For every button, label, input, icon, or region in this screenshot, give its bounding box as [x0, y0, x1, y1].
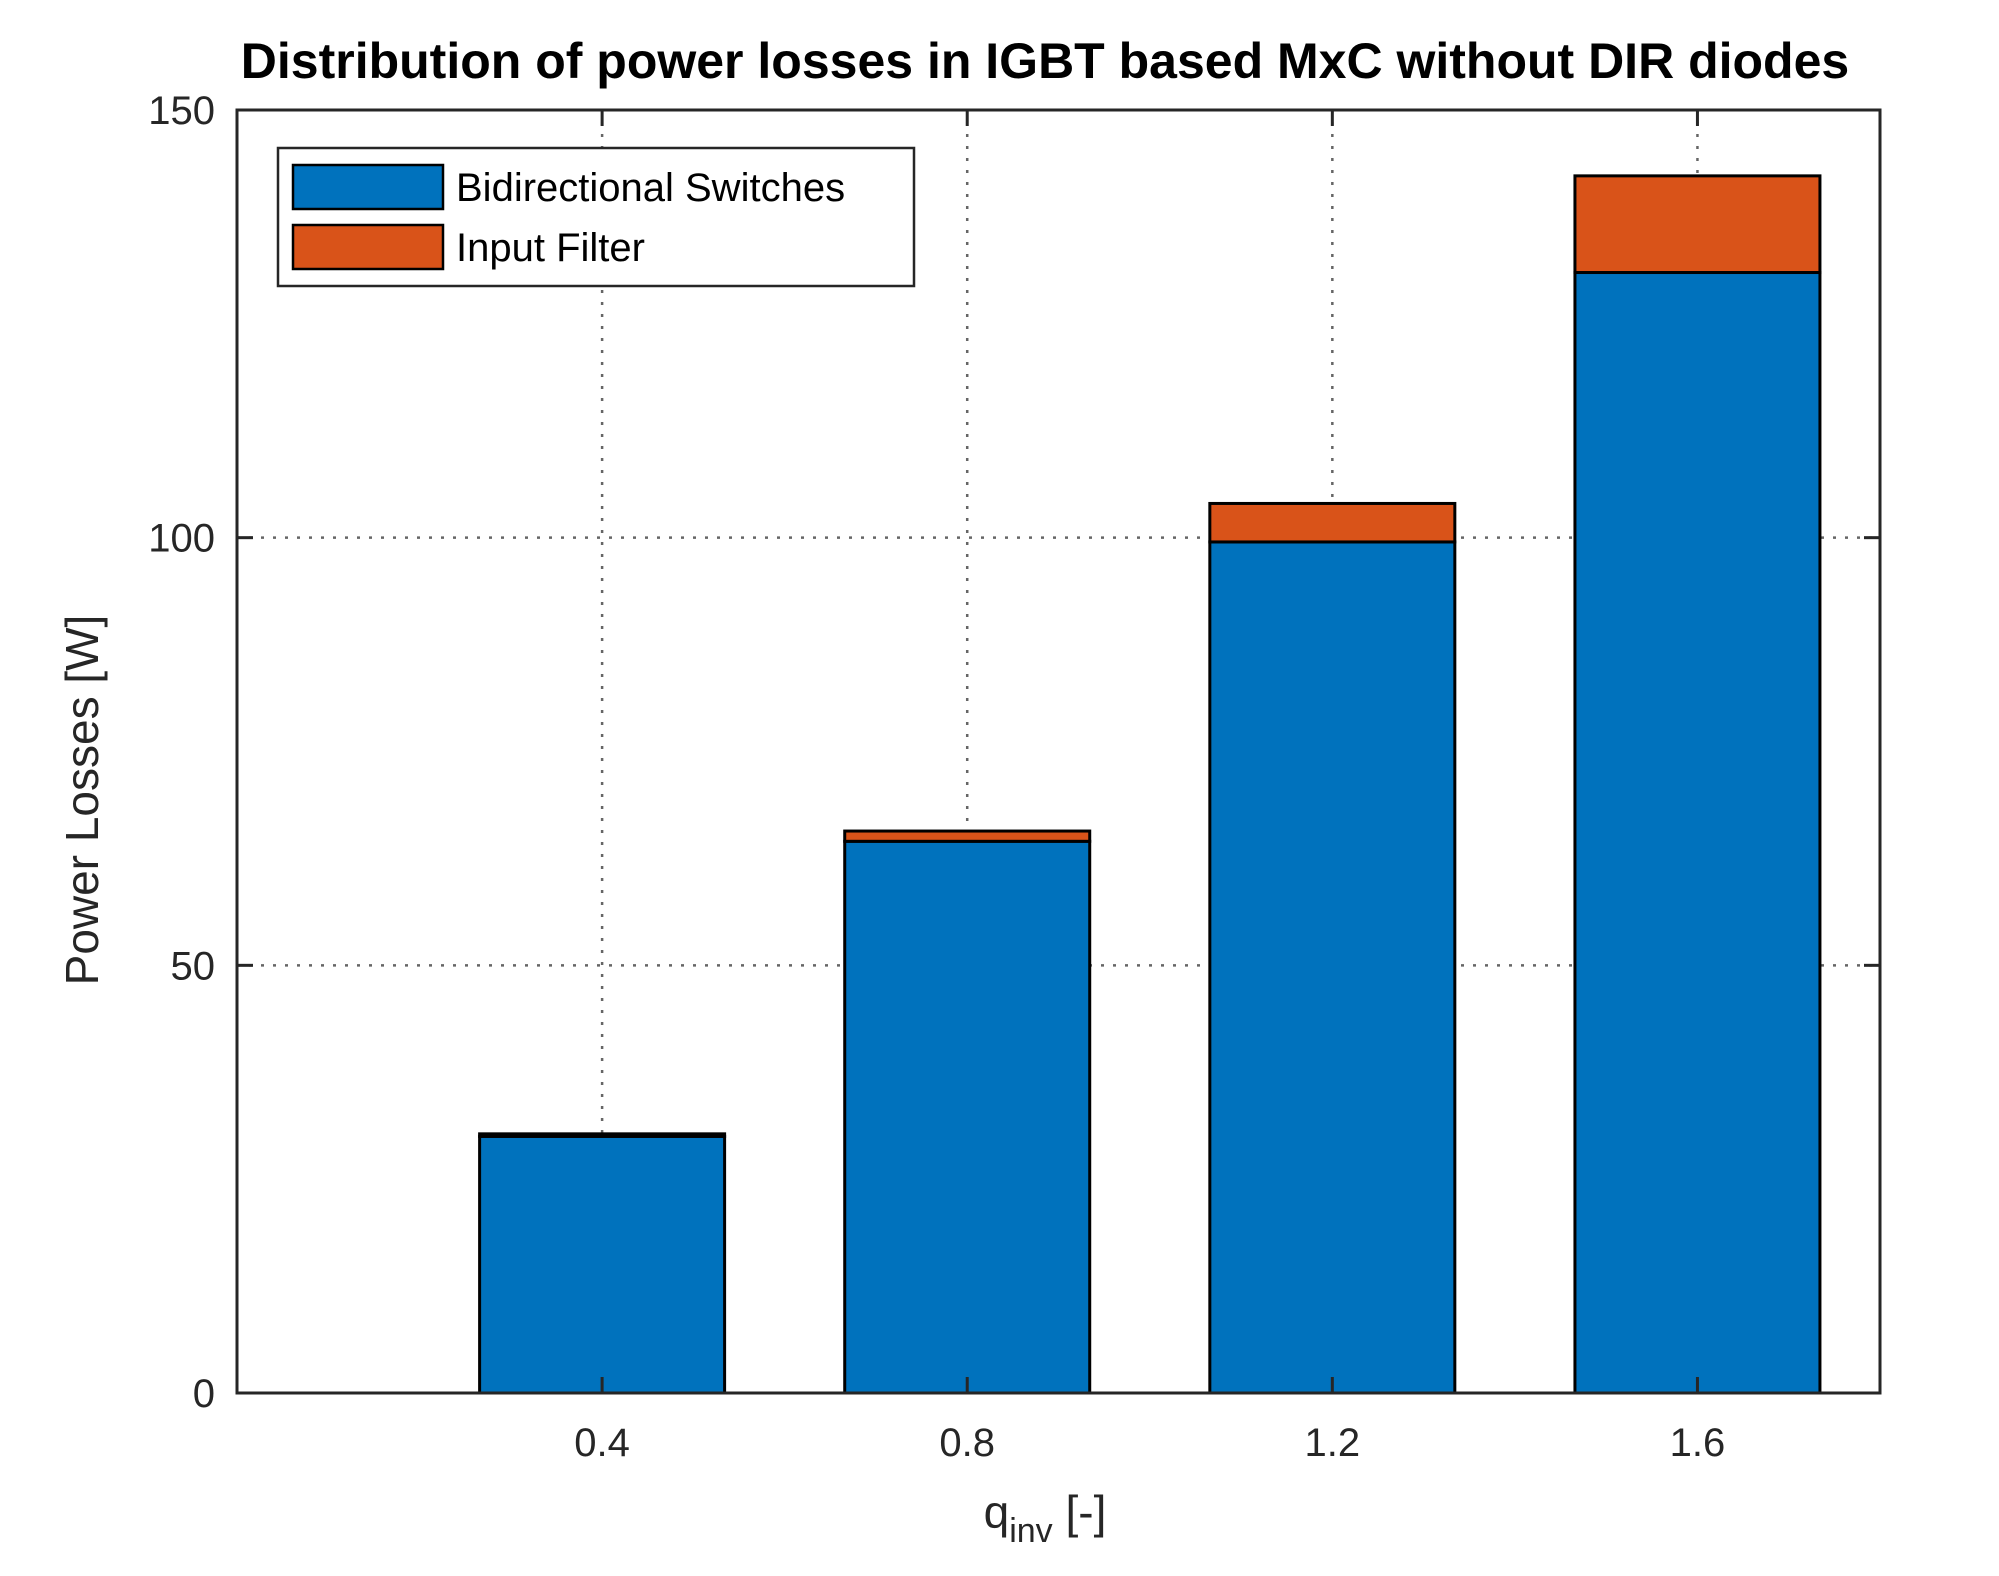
- legend-entry-1: Input Filter: [456, 226, 645, 270]
- bar-bidirectional-switches-3: [1573, 271, 1822, 1395]
- bar-input-filter-2: [1208, 501, 1457, 544]
- x-axis-label-unit: [-]: [1053, 1486, 1107, 1538]
- chart-title: Distribution of power losses in IGBT bas…: [241, 33, 1849, 89]
- y-axis-label: Power Losses [W]: [56, 615, 108, 986]
- bar-input-filter-3: [1573, 174, 1822, 275]
- y-tick-label-2: 100: [148, 517, 215, 561]
- x-axis-label-subscript: inv: [1009, 1512, 1052, 1550]
- legend-swatch-0: [291, 163, 445, 211]
- axes-box: [235, 108, 1882, 1395]
- x-axis-label: qinv [-]: [984, 1486, 1107, 1550]
- bar-bidirectional-switches-2: [1208, 540, 1457, 1395]
- x-axis-label-main: q: [984, 1486, 1010, 1538]
- y-tick-label-1: 50: [171, 944, 216, 988]
- legend-swatch-1: [291, 223, 445, 271]
- legend-entry-0: Bidirectional Switches: [456, 166, 845, 210]
- plot-area: 0 50 100 150 0.4 0.8 1.2 1.6 Bidirectional Switc…: [148, 89, 1882, 1465]
- x-tick-label-0: 0.4: [574, 1421, 630, 1465]
- bar-input-filter-1: [843, 829, 1092, 843]
- y-tick-label-3: 150: [148, 89, 215, 133]
- x-tick-label-2: 1.2: [1305, 1421, 1361, 1465]
- x-tick-label-1: 0.8: [939, 1421, 995, 1465]
- bar-input-filter-0: [478, 1132, 727, 1138]
- y-tick-label-0: 0: [193, 1372, 215, 1416]
- bar-bidirectional-switches-1: [843, 839, 1092, 1395]
- x-tick-label-3: 1.6: [1670, 1421, 1726, 1465]
- bar-bidirectional-switches-0: [478, 1134, 727, 1395]
